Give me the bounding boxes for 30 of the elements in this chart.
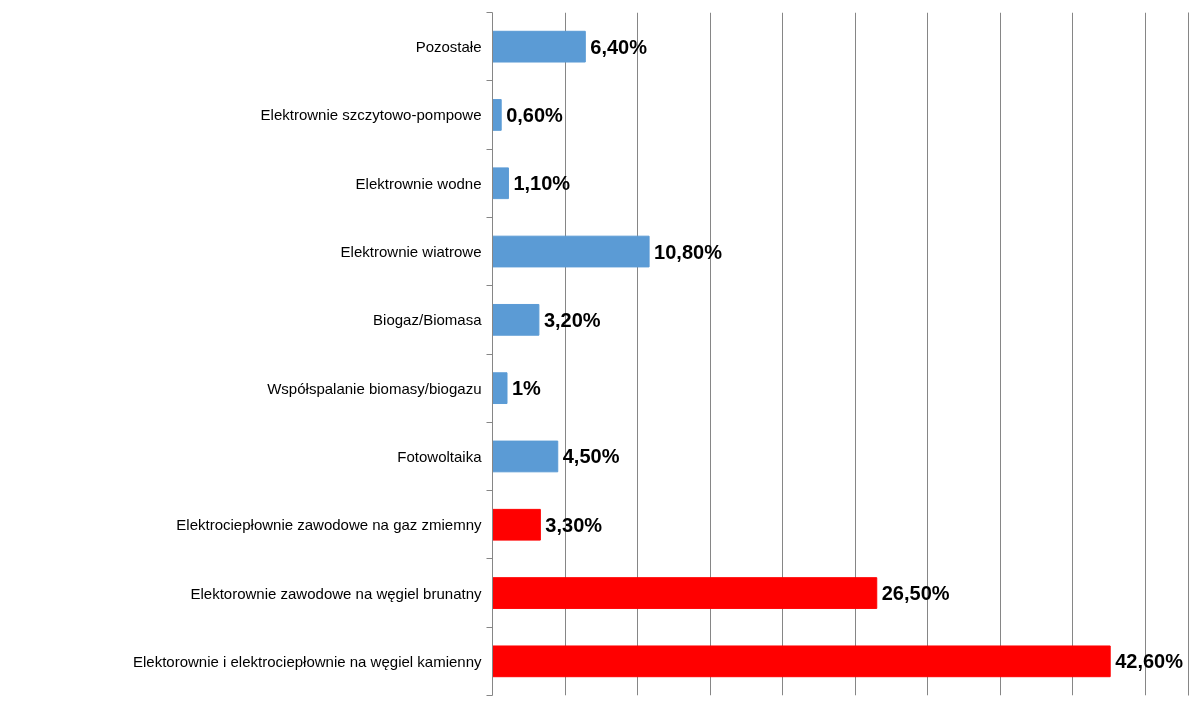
data-label: 3,20% (543, 308, 601, 331)
data-label: 4,50% (562, 445, 620, 468)
y-tick-label: Fotowoltaika (397, 447, 483, 465)
bar (492, 235, 650, 268)
y-tick-label: Współspalanie biomasy/biogazu (267, 379, 482, 397)
y-tick-label: Biogaz/Biomasa (373, 311, 483, 329)
y-tick-label: Elektorownie zawodowe na węgiel brunatny (190, 584, 482, 602)
y-tick-label: Elektorownie i elektrociepłownie na węgiel kamienny (132, 652, 482, 670)
y-tick-label: Pozostałe (415, 38, 482, 56)
data-label: 6,40% (590, 35, 648, 58)
data-label: 3,30% (545, 513, 603, 536)
bar (492, 303, 540, 336)
bar (492, 372, 508, 405)
data-label: 1% (512, 377, 542, 400)
bar (492, 167, 509, 200)
bar (492, 99, 502, 131)
data-label: 0,60% (506, 103, 564, 126)
bar (492, 508, 541, 541)
data-label: 10,80% (654, 240, 723, 263)
data-label: 42,60% (1115, 650, 1184, 673)
bar (492, 440, 559, 473)
y-tick-label: Elektrownie wiatrowe (340, 243, 482, 261)
bar (492, 30, 586, 63)
y-tick-label: Elektrociepłownie zawodowe na gaz zmiemny (176, 516, 482, 534)
y-tick-label: Elektrownie wodne (355, 174, 482, 192)
data-label: 1,10% (513, 172, 571, 195)
data-label: 26,50% (881, 582, 950, 605)
y-tick-label: Elektrownie szczytowo-pompowe (260, 106, 482, 124)
bar (492, 577, 878, 609)
bar (492, 645, 1111, 678)
